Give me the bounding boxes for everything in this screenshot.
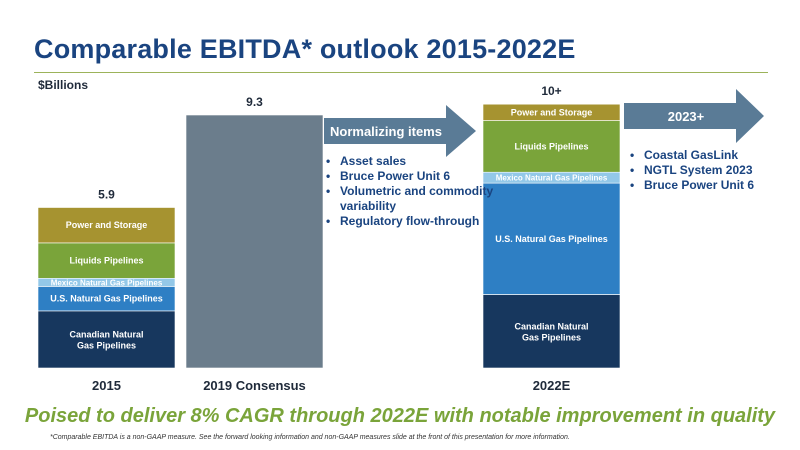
outlook-2023-arrow-label: 2023+ [668, 109, 705, 124]
normalizing-item: Regulatory flow-through [326, 214, 506, 229]
outlook-2023-arrow-shape [624, 89, 764, 143]
page-title: Comparable EBITDA* outlook 2015-2022E [34, 34, 576, 64]
bar-total-label: 5.9 [98, 188, 115, 202]
normalizing-item: Volumetric and commodity variability [326, 184, 506, 214]
segment-label: Gas Pipelines [77, 340, 136, 350]
segment-label: Power and Storage [66, 220, 148, 230]
bar-total-label: 10+ [541, 84, 561, 98]
arrow-layer: Normalizing items 2023+ [324, 89, 764, 157]
segment-label: Mexico Natural Gas Pipelines [51, 278, 163, 287]
title-divider [34, 72, 768, 73]
segment-label: Canadian Natural [69, 329, 143, 339]
bar-segment-canadian-natural-gas-pipelines [37, 310, 176, 369]
bar-total-label: 9.3 [246, 95, 263, 109]
segment-label: U.S. Natural Gas Pipelines [50, 294, 163, 304]
category-label: 2019 Consensus [203, 378, 306, 393]
normalizing-item: Bruce Power Unit 6 [326, 169, 506, 184]
normalizing-arrow-shape [324, 105, 476, 157]
unit-label: $Billions [38, 78, 89, 92]
bar-segment [185, 114, 324, 369]
bar-segment-canadian-natural-gas-pipelines [482, 294, 621, 369]
segment-label: U.S. Natural Gas Pipelines [495, 234, 608, 244]
segment-label: Gas Pipelines [522, 332, 581, 342]
outlook-2023-item: NGTL System 2023 [630, 163, 790, 178]
bar-segment-power-and-storage [37, 207, 176, 244]
segment-label: Canadian Natural [514, 321, 588, 331]
normalizing-item: Asset sales [326, 154, 506, 169]
category-label: 2015 [92, 378, 121, 393]
segment-label: Liquids Pipelines [69, 256, 143, 266]
bar-segment-power-and-storage [482, 103, 621, 121]
category-label: 2022E [533, 378, 571, 393]
tagline: Poised to deliver 8% CAGR through 2022E … [24, 405, 776, 427]
bar-segment-liquids-pipelines [37, 242, 176, 279]
outlook-2023-list: Coastal GasLink NGTL System 2023 Bruce P… [630, 148, 790, 193]
outlook-2023-item: Bruce Power Unit 6 [630, 178, 790, 193]
outlook-2023-item: Coastal GasLink [630, 148, 790, 163]
footnote: *Comparable EBITDA is a non-GAAP measure… [50, 434, 570, 441]
normalizing-items-list: Asset sales Bruce Power Unit 6 Volumetri… [326, 154, 506, 229]
bar-stack-2019-consensus [185, 114, 324, 369]
segment-label: Liquids Pipelines [514, 141, 588, 151]
normalizing-arrow-label: Normalizing items [330, 124, 442, 139]
segment-label: Power and Storage [511, 107, 593, 117]
segment-label: Mexico Natural Gas Pipelines [496, 174, 608, 183]
